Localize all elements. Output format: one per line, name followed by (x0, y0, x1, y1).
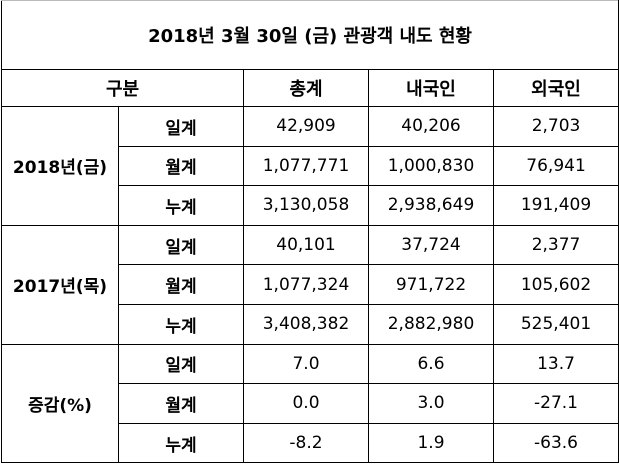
value-cell: -27.1 (492, 383, 619, 424)
group-label: 2017년(목) (1, 224, 119, 345)
row-label: 누계 (118, 303, 244, 345)
value-cell: -8.2 (243, 422, 369, 464)
header-foreign: 외국인 (492, 69, 619, 107)
value-cell: 0.0 (243, 383, 369, 424)
value-cell: 105,602 (492, 264, 619, 305)
value-cell: 1,077,771 (243, 145, 369, 187)
table-row: 누계 3,130,058 2,938,649 191,409 (2, 185, 619, 226)
value-cell: 1.9 (368, 422, 494, 464)
value-cell: 191,409 (492, 185, 619, 226)
value-cell: 7.0 (243, 343, 369, 385)
row-label: 누계 (118, 422, 244, 464)
value-cell: 2,938,649 (368, 185, 494, 226)
value-cell: 3,130,058 (243, 185, 369, 226)
value-cell: 40,206 (368, 106, 494, 147)
row-label: 일계 (118, 106, 244, 147)
table-row: 월계 1,077,324 971,722 105,602 (2, 264, 619, 305)
table-row: 누계 3,408,382 2,882,980 525,401 (2, 303, 619, 345)
table-title: 2018년 3월 30일 (금) 관광객 내도 현황 (0, 0, 619, 70)
group-label: 2018년(금) (1, 106, 119, 226)
table-row: 월계 0.0 3.0 -27.1 (2, 383, 619, 424)
value-cell: 40,101 (243, 224, 369, 266)
value-cell: 2,882,980 (368, 303, 494, 345)
value-cell: 6.6 (368, 343, 494, 385)
header-total: 총계 (243, 69, 369, 107)
value-cell: 2,377 (492, 224, 619, 266)
row-label: 월계 (118, 145, 244, 187)
row-label: 누계 (118, 185, 244, 226)
value-cell: 3,408,382 (243, 303, 369, 345)
row-label: 월계 (118, 383, 244, 424)
value-cell: 76,941 (492, 145, 619, 187)
value-cell: -63.6 (492, 422, 619, 464)
table-row: 증감(%) 일계 7.0 6.6 13.7 (1, 343, 619, 464)
value-cell: 971,722 (368, 264, 494, 305)
row-label: 일계 (118, 343, 244, 385)
value-cell: 1,077,324 (243, 264, 369, 305)
value-cell: 42,909 (243, 106, 369, 147)
value-cell: 3.0 (368, 383, 494, 424)
header-category: 구분 (1, 69, 244, 107)
table-row: 누계 -8.2 1.9 -63.6 (2, 422, 619, 464)
table-row: 월계 1,077,771 1,000,830 76,941 (2, 145, 619, 187)
table-row: 2018년(금) 일계 42,909 40,206 2,703 (1, 106, 619, 226)
row-label: 월계 (118, 264, 244, 305)
header-row: 구분 총계 내국인 외국인 (1, 69, 619, 107)
table-row: 2017년(목) 일계 40,101 37,724 2,377 (1, 224, 619, 345)
row-label: 일계 (118, 224, 244, 266)
header-domestic: 내국인 (368, 69, 494, 107)
value-cell: 1,000,830 (368, 145, 494, 187)
value-cell: 13.7 (492, 343, 619, 385)
group-label: 증감(%) (1, 343, 119, 464)
value-cell: 2,703 (492, 106, 619, 147)
value-cell: 525,401 (492, 303, 619, 345)
value-cell: 37,724 (368, 224, 494, 266)
